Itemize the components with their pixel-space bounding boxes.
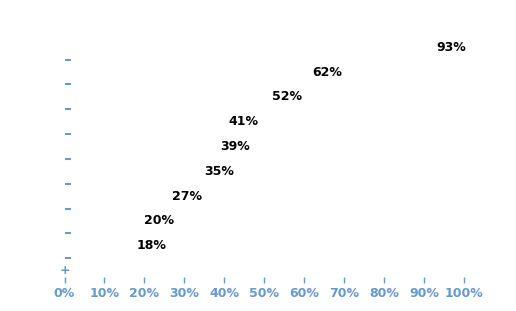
Text: +: +: [59, 264, 70, 277]
Text: 52%: 52%: [272, 91, 302, 103]
Text: 27%: 27%: [172, 190, 202, 203]
Text: 62%: 62%: [313, 66, 342, 79]
Text: 41%: 41%: [229, 115, 259, 128]
Text: 20%: 20%: [144, 215, 174, 227]
Text: 35%: 35%: [204, 165, 234, 178]
Text: 18%: 18%: [137, 239, 166, 252]
Text: 93%: 93%: [437, 41, 466, 54]
Text: 39%: 39%: [220, 140, 250, 153]
